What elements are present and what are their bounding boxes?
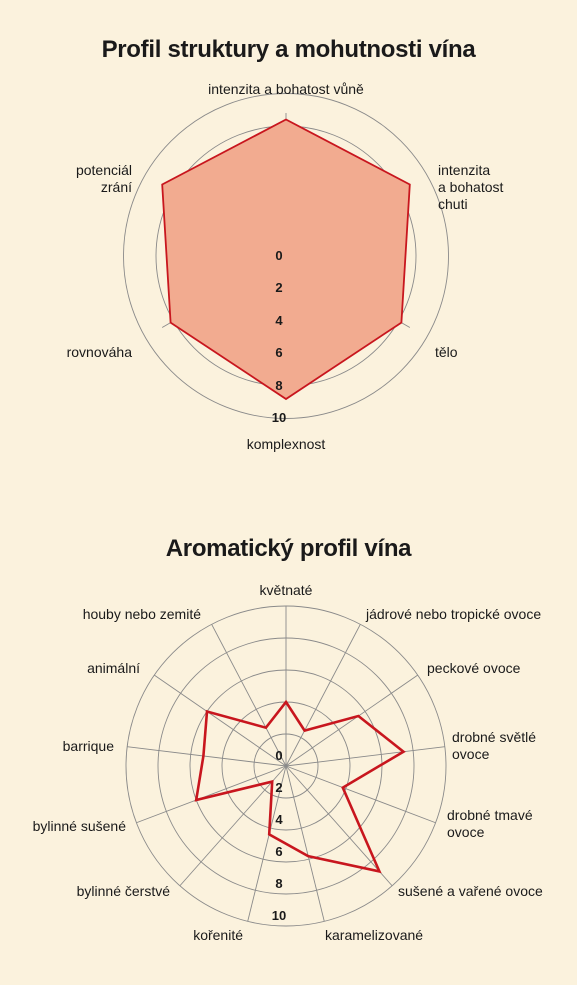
axis-label: intenzita a bohatost chuti [438, 162, 503, 212]
axis-label: tělo [435, 344, 458, 360]
axis-line [285, 765, 325, 922]
axis-label: peckové ovoce [427, 660, 521, 676]
tick-label: 6 [275, 844, 282, 859]
tick-label: 0 [275, 248, 282, 263]
axis-label: drobné světlé ovoce [452, 729, 536, 762]
axis-label: bylinné čerstvé [77, 883, 171, 899]
axis-label: sušené a vařené ovoce [398, 883, 543, 899]
axis-label: květnaté [260, 582, 313, 598]
chart-title-structure: Profil struktury a mohutnosti vína [101, 36, 476, 63]
grid-ring [123, 93, 449, 419]
axis-label: bylinné sušené [33, 818, 127, 834]
axis-label: karamelizované [325, 927, 423, 943]
axis-line [285, 765, 436, 824]
axis-line [136, 765, 287, 824]
axis-line [179, 765, 287, 887]
radar-chart-2: 0 2 4 6 8 10 květnaté jádrové nebo tropické ovo… [33, 582, 543, 943]
tick-label: 4 [275, 812, 283, 827]
axis-label: jádrové nebo tropické ovoce [365, 606, 541, 622]
tick-label: 10 [272, 908, 286, 923]
tick-label: 2 [275, 780, 282, 795]
chart-title-aroma: Aromatický profil vína [165, 535, 412, 562]
axis-label: barrique [63, 738, 115, 754]
axis-line [127, 746, 287, 767]
tick-label: 8 [275, 876, 282, 891]
tick-label: 6 [275, 345, 282, 360]
axis-label: rovnováha [67, 344, 133, 360]
axis-line [285, 746, 445, 767]
tick-label: 4 [275, 313, 283, 328]
axis-label: houby nebo zemité [83, 606, 202, 622]
tick-label: 10 [272, 410, 286, 425]
axis-line [285, 674, 418, 767]
axis-line [211, 624, 287, 767]
tick-label: 2 [275, 280, 282, 295]
axis-line [154, 674, 287, 767]
radar-chart-1: 0 2 4 6 8 10 intenzita a bohatost vůně intenzit… [67, 81, 504, 452]
axis-label: drobné tmavé ovoce [447, 807, 533, 840]
axis-line [285, 765, 393, 887]
axis-line [247, 765, 287, 922]
axis-label: kořenité [193, 927, 243, 943]
axis-label: animální [87, 660, 140, 676]
axis-label: komplexnost [247, 436, 326, 452]
tick-label: 8 [275, 378, 282, 393]
data-polygon [161, 118, 411, 401]
axis-label: intenzita a bohatost vůně [208, 81, 364, 97]
axis-label: potenciál zrání [76, 162, 132, 195]
tick-label: 0 [275, 748, 282, 763]
axis-line [285, 624, 361, 767]
data-polygon [194, 699, 406, 874]
